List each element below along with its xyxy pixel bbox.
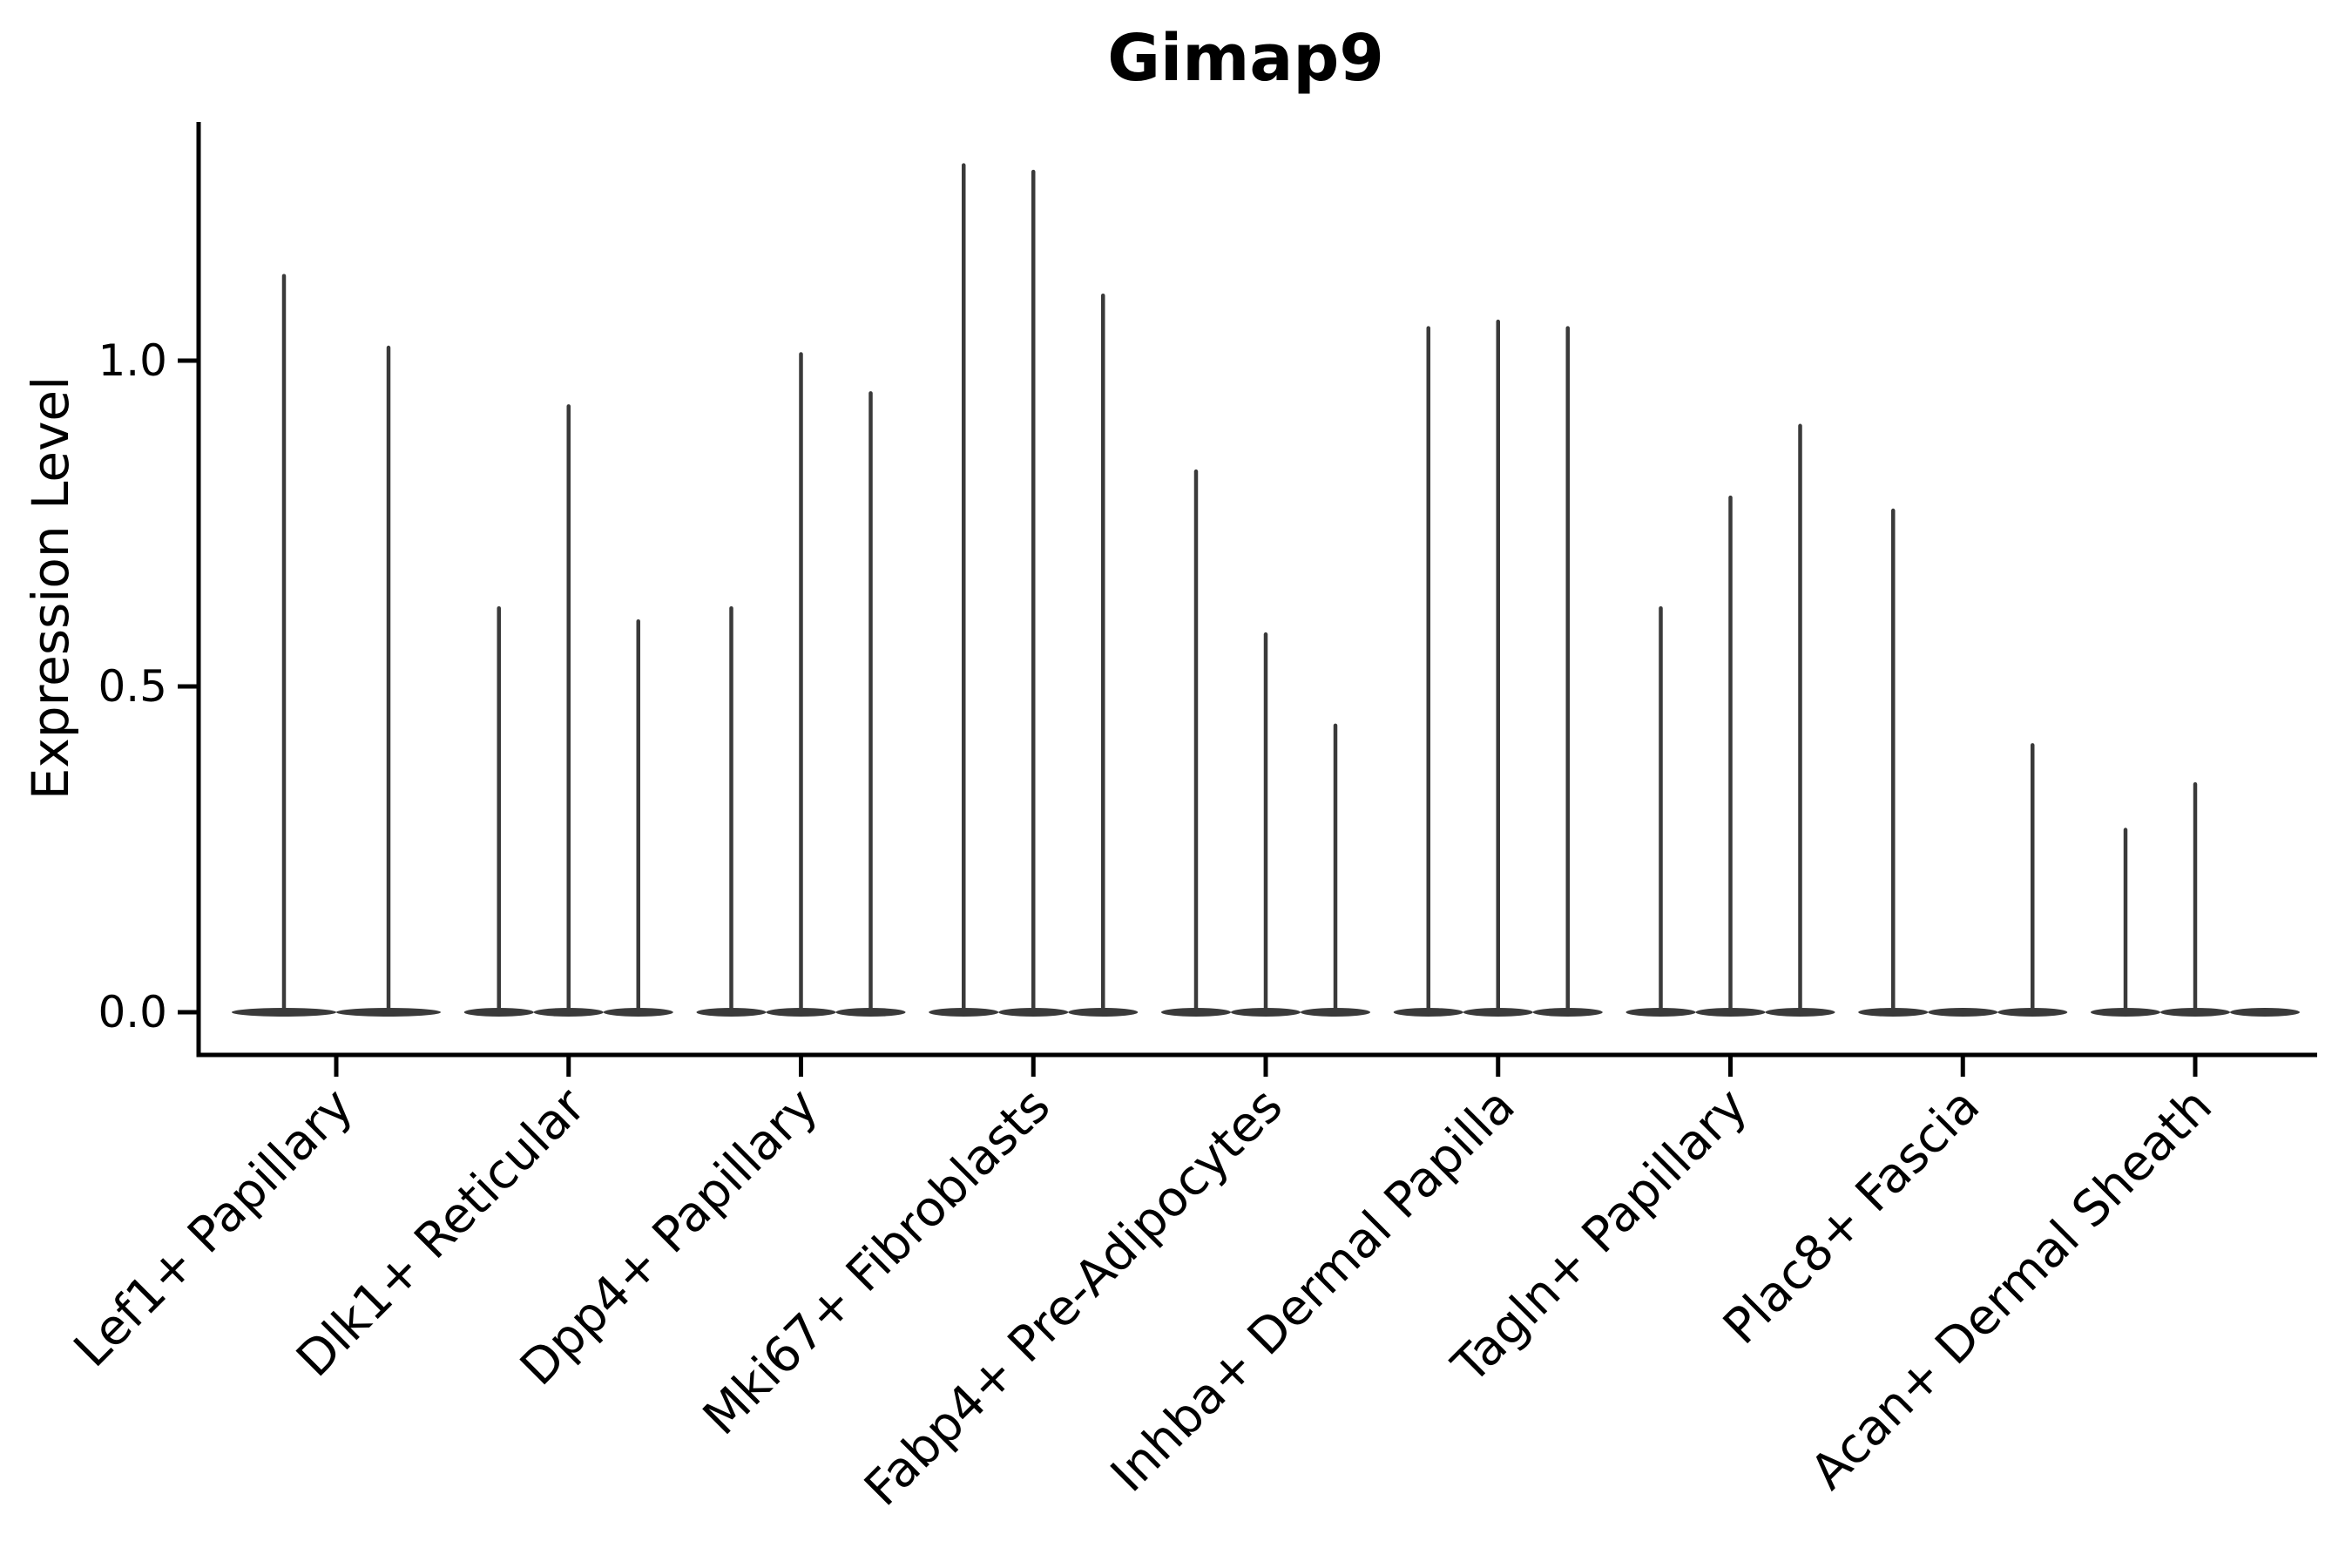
chart-title: Gimap9 <box>1107 21 1384 96</box>
x-category-label: Fabp4+ Pre-Adipocytes <box>854 1078 1294 1517</box>
x-category-label: Acan+ Dermal Sheath <box>1800 1078 2223 1501</box>
y-tick-label: 0.5 <box>98 661 167 712</box>
violin-base <box>2230 1008 2300 1017</box>
violin-base <box>1928 1008 1998 1017</box>
x-category-label: Inhba+ Dermal Papilla <box>1100 1078 1526 1504</box>
y-tick-label: 0.0 <box>98 987 167 1037</box>
y-tick-label: 1.0 <box>98 335 167 386</box>
